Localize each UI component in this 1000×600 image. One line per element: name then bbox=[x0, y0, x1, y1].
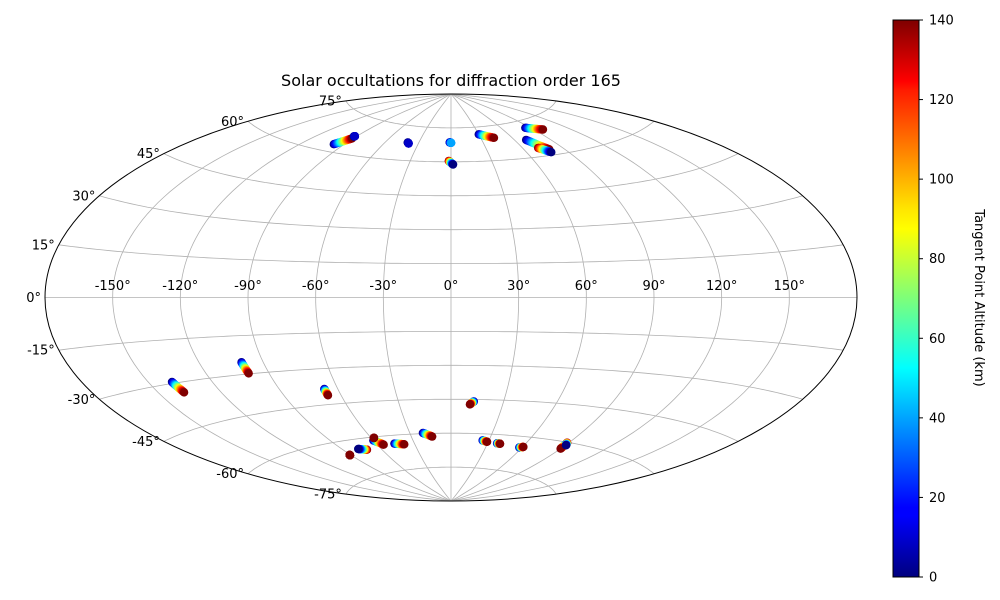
y-tick-label: -60° bbox=[216, 467, 244, 482]
parallel-line bbox=[345, 100, 557, 129]
data-point bbox=[482, 437, 492, 446]
y-tick-label: 0° bbox=[26, 291, 41, 306]
colorbar-tick-label: 40 bbox=[929, 411, 946, 426]
x-tick-label: 0° bbox=[444, 279, 459, 294]
colorbar bbox=[892, 19, 920, 578]
parallel-line bbox=[163, 398, 739, 442]
parallel-line bbox=[99, 195, 803, 231]
x-tick-label: -60° bbox=[302, 279, 330, 294]
x-tick-label: -30° bbox=[369, 279, 397, 294]
data-point bbox=[538, 125, 548, 134]
data-point bbox=[561, 441, 571, 450]
data-point bbox=[345, 450, 354, 460]
x-tick-label: 120° bbox=[706, 279, 737, 294]
x-tick-label: 150° bbox=[774, 279, 805, 294]
data-point bbox=[519, 442, 528, 452]
data-point bbox=[323, 391, 333, 400]
data-point bbox=[244, 369, 253, 378]
parallel-line bbox=[345, 466, 557, 495]
colorbar-tick-label: 120 bbox=[929, 93, 954, 108]
x-tick-label: 90° bbox=[642, 279, 665, 294]
colorbar-label: Tangent Point Altitude (km) bbox=[971, 208, 986, 386]
colorbar-tick-label: 100 bbox=[929, 173, 954, 188]
y-tick-label: 60° bbox=[221, 115, 244, 130]
x-tick-label: -150° bbox=[95, 279, 131, 294]
map-boundary bbox=[44, 93, 858, 502]
data-point bbox=[547, 148, 556, 157]
y-tick-label: 45° bbox=[137, 147, 160, 162]
data-point bbox=[447, 138, 456, 147]
x-tick-label: 30° bbox=[507, 279, 530, 294]
data-point bbox=[465, 400, 475, 409]
y-tick-label: 30° bbox=[72, 189, 95, 204]
data-point bbox=[495, 439, 505, 448]
colorbar-tick-label: 0 bbox=[929, 571, 937, 586]
y-tick-label: -15° bbox=[27, 344, 55, 359]
data-point bbox=[489, 133, 499, 142]
y-tick-label: 75° bbox=[319, 94, 342, 109]
parallel-line bbox=[247, 432, 655, 475]
longitude-tick-labels: -150° -120° -90° -60° -30° 0° 30° 60° 90° 120° 150… bbox=[95, 279, 805, 294]
parallel-line bbox=[58, 331, 844, 351]
y-tick-label: -75° bbox=[314, 488, 342, 503]
y-tick-label: -30° bbox=[68, 393, 96, 408]
parallel-line bbox=[58, 244, 844, 264]
x-tick-label: -90° bbox=[234, 279, 262, 294]
data-point bbox=[404, 139, 413, 148]
data-point bbox=[179, 388, 189, 397]
data-point bbox=[428, 432, 437, 441]
data-point bbox=[354, 444, 363, 454]
data-point bbox=[350, 132, 360, 141]
parallel-line bbox=[163, 153, 739, 197]
colorbar-tick-label: 20 bbox=[929, 491, 946, 506]
graticule bbox=[45, 94, 857, 501]
parallel-line bbox=[99, 364, 803, 400]
x-tick-label: -120° bbox=[162, 279, 198, 294]
colorbar-tick-label: 80 bbox=[929, 252, 946, 267]
colorbar-tick-label: 140 bbox=[929, 14, 954, 29]
y-tick-label: 15° bbox=[32, 238, 55, 253]
y-tick-label: -45° bbox=[132, 435, 160, 450]
latitude-tick-labels: -75° -60° -45° -30° -15° 0° 15° 30° 45° 60° 75° bbox=[26, 94, 342, 502]
chart-title: Solar occultations for diffraction order… bbox=[281, 71, 621, 90]
colorbar-ticks: 0 20 40 60 80 100 120 140 bbox=[919, 14, 954, 586]
data-point bbox=[379, 440, 388, 449]
data-point bbox=[369, 433, 379, 443]
x-tick-label: 60° bbox=[575, 279, 598, 294]
data-point bbox=[400, 440, 409, 449]
occultation-points bbox=[167, 123, 572, 460]
data-point bbox=[448, 160, 458, 169]
colorbar-tick-label: 60 bbox=[929, 332, 946, 347]
